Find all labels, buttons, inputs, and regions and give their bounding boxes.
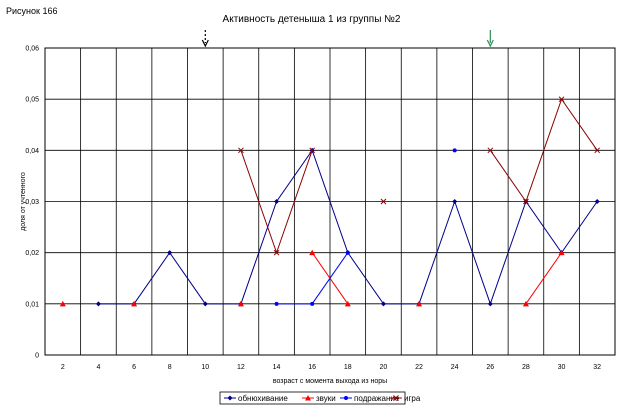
legend: обнюхивание звуки подражание игра	[219, 391, 421, 405]
data-point	[309, 249, 316, 256]
data-point	[522, 300, 529, 307]
y-tick-label: 0,05	[25, 97, 39, 104]
data-point	[274, 199, 280, 204]
data-point	[487, 301, 493, 307]
data-point	[345, 250, 350, 255]
series-3	[238, 96, 601, 256]
x-stroke	[309, 147, 316, 154]
x-tick-label: 6	[132, 364, 136, 371]
series-1	[59, 249, 565, 307]
x-stroke	[523, 198, 529, 205]
x-tick-label: 16	[308, 364, 316, 371]
data-point	[273, 249, 280, 256]
y-tick-label: 0,01	[25, 301, 39, 308]
data-point	[310, 301, 315, 306]
legend-item: звуки	[302, 394, 336, 403]
data-point	[131, 300, 138, 307]
axis-layer: 00,010,020,030,040,050,062 4 6 8 10 12 14 16 18 2…	[25, 46, 601, 372]
x-axis-title: возраст с момента выхода из норы	[273, 378, 387, 385]
arrow-head	[486, 39, 494, 48]
data-point	[202, 301, 208, 307]
x-tick-label: 18	[344, 364, 352, 371]
legend-label: подражание	[354, 394, 400, 403]
data-point	[380, 301, 386, 307]
data-point	[59, 300, 66, 307]
series-line	[98, 149, 598, 306]
y-tick-label: 0,06	[25, 46, 39, 53]
x-tick-label: 32	[593, 364, 601, 371]
data-point	[594, 147, 601, 154]
figure-label: Рисунок 166	[6, 6, 58, 16]
series-0	[95, 147, 600, 307]
y-axis-title: доля от учтенного	[20, 172, 27, 231]
data-point	[487, 147, 494, 154]
data-point	[594, 199, 600, 204]
x-tick-label: 14	[273, 364, 281, 371]
data-point	[558, 249, 565, 256]
data-point	[416, 300, 423, 307]
x-stroke	[393, 395, 399, 401]
data-point	[344, 396, 348, 400]
data-point	[95, 301, 101, 307]
x-stroke	[273, 249, 280, 256]
data-point	[344, 300, 351, 307]
legend-label: игра	[404, 394, 421, 403]
event-arrow	[486, 30, 494, 48]
x-tick-label: 24	[451, 364, 459, 371]
x-tick-label: 8	[168, 364, 172, 371]
x-stroke	[594, 147, 601, 154]
x-stroke	[238, 147, 244, 154]
x-tick-label: 10	[201, 364, 209, 371]
data-point	[227, 395, 233, 401]
data-point	[274, 301, 279, 306]
series-line	[276, 252, 349, 305]
x-tick-label: 12	[237, 364, 245, 371]
data-point	[452, 148, 457, 153]
y-tick-label: 0,03	[25, 199, 39, 206]
data-point	[558, 96, 565, 103]
x-stroke	[558, 96, 565, 103]
x-tick-label: 22	[415, 364, 423, 371]
data-point	[452, 199, 458, 204]
x-stroke	[380, 198, 387, 205]
arrow-head	[201, 39, 209, 48]
series-2	[274, 148, 457, 306]
data-point	[523, 198, 529, 205]
event-arrow	[201, 30, 209, 48]
legend-item: игра	[390, 394, 421, 403]
data-point	[305, 395, 311, 401]
data-point	[393, 395, 399, 401]
series-line	[525, 252, 562, 305]
legend-item: обнюхивание	[224, 394, 288, 403]
data-point	[238, 147, 244, 154]
x-tick-label: 26	[486, 364, 494, 371]
legend-item: подражание	[340, 394, 400, 403]
chart-title: Активность детеныша 1 из группы №2	[222, 14, 401, 25]
series-layer	[59, 96, 601, 307]
data-point	[309, 147, 316, 154]
x-stroke	[487, 147, 494, 154]
x-tick-label: 2	[61, 364, 65, 371]
y-tick-label: 0,04	[25, 148, 39, 155]
arrow-layer	[201, 30, 494, 48]
x-tick-label: 20	[380, 364, 388, 371]
legend-label: звуки	[316, 394, 336, 403]
data-point	[380, 198, 387, 205]
data-point	[237, 300, 244, 307]
y-tick-label: 0	[35, 353, 39, 360]
legend-label: обнюхивание	[238, 394, 288, 403]
x-tick-label: 28	[522, 364, 530, 371]
series-line	[489, 98, 598, 203]
y-tick-label: 0,02	[25, 250, 39, 257]
x-tick-label: 30	[558, 364, 566, 371]
data-point	[167, 250, 173, 256]
x-tick-label: 4	[96, 364, 100, 371]
